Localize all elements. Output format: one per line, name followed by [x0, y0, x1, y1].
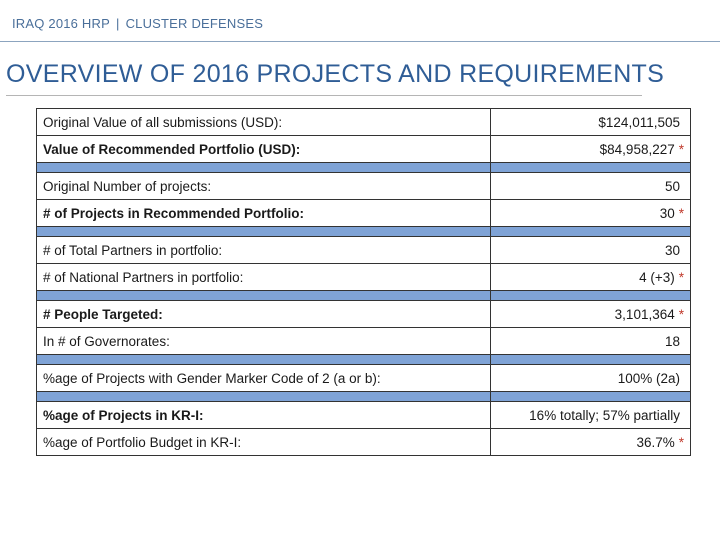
row-label: # of National Partners in portfolio: — [36, 263, 491, 291]
row-label: In # of Governorates: — [36, 327, 491, 355]
row-value: 3,101,364 * — [490, 300, 691, 328]
header-rule — [0, 41, 720, 42]
table-row: Original Number of projects: 50 — [36, 172, 691, 200]
value-text: $84,958,227 — [599, 141, 675, 157]
row-label: # of Total Partners in portfolio: — [36, 236, 491, 264]
page-title: OVERVIEW OF 2016 PROJECTS AND REQUIREMEN… — [6, 60, 665, 88]
value-text: 3,101,364 — [614, 306, 675, 322]
table-row: Value of Recommended Portfolio (USD): $8… — [36, 135, 691, 163]
row-value: 50 — [490, 172, 691, 200]
presentation-header: IRAQ 2016 HRP | CLUSTER DEFENSES — [12, 16, 263, 31]
separator-band — [36, 391, 691, 402]
value-text: 100% (2a) — [617, 370, 680, 386]
table-row: %age of Projects with Gender Marker Code… — [36, 364, 691, 392]
header-left: IRAQ 2016 HRP — [12, 16, 110, 31]
value-text: $124,011,505 — [598, 114, 680, 130]
row-value: 18 — [490, 327, 691, 355]
value-text: 30 — [659, 205, 675, 221]
value-text: 18 — [664, 333, 680, 349]
row-label: # of Projects in Recommended Portfolio: — [36, 199, 491, 227]
row-value: 30 * — [490, 199, 691, 227]
row-value: 30 — [490, 236, 691, 264]
asterisk-marker: * — [678, 205, 684, 221]
asterisk-marker: * — [678, 434, 684, 450]
value-text: 30 — [664, 242, 680, 258]
value-text: 36.7% — [636, 434, 675, 450]
separator-band — [36, 226, 691, 237]
row-label: # People Targeted: — [36, 300, 491, 328]
separator-band — [36, 162, 691, 173]
title-underline — [6, 95, 642, 96]
table-row: # of Projects in Recommended Portfolio: … — [36, 199, 691, 227]
separator-band — [36, 354, 691, 365]
header-separator: | — [115, 16, 120, 31]
table-row: # of Total Partners in portfolio: 30 — [36, 236, 691, 264]
asterisk-marker: * — [678, 306, 684, 322]
row-value: $84,958,227 * — [490, 135, 691, 163]
row-label: %age of Projects in KR-I: — [36, 401, 491, 429]
value-text: 50 — [664, 178, 680, 194]
row-label: Value of Recommended Portfolio (USD): — [36, 135, 491, 163]
row-label: Original Value of all submissions (USD): — [36, 108, 491, 136]
overview-table: Original Value of all submissions (USD):… — [36, 108, 691, 456]
table-row: # of National Partners in portfolio: 4 (… — [36, 263, 691, 291]
row-value: 16% totally; 57% partially — [490, 401, 691, 429]
row-value: 4 (+3) * — [490, 263, 691, 291]
row-value: 36.7% * — [490, 428, 691, 456]
row-value: $124,011,505 — [490, 108, 691, 136]
row-label: %age of Portfolio Budget in KR-I: — [36, 428, 491, 456]
table-row: %age of Projects in KR-I: 16% totally; 5… — [36, 401, 691, 429]
asterisk-marker: * — [678, 141, 684, 157]
table-row: %age of Portfolio Budget in KR-I: 36.7% * — [36, 428, 691, 456]
table-row: Original Value of all submissions (USD):… — [36, 108, 691, 136]
value-text: 16% totally; 57% partially — [529, 407, 680, 423]
table-row: # People Targeted: 3,101,364 * — [36, 300, 691, 328]
header-right: CLUSTER DEFENSES — [125, 16, 264, 31]
table-row: In # of Governorates: 18 — [36, 327, 691, 355]
row-label: Original Number of projects: — [36, 172, 491, 200]
row-label: %age of Projects with Gender Marker Code… — [36, 364, 491, 392]
row-value: 100% (2a) — [490, 364, 691, 392]
asterisk-marker: * — [678, 269, 684, 285]
value-text: 4 (+3) — [639, 269, 675, 285]
separator-band — [36, 290, 691, 301]
